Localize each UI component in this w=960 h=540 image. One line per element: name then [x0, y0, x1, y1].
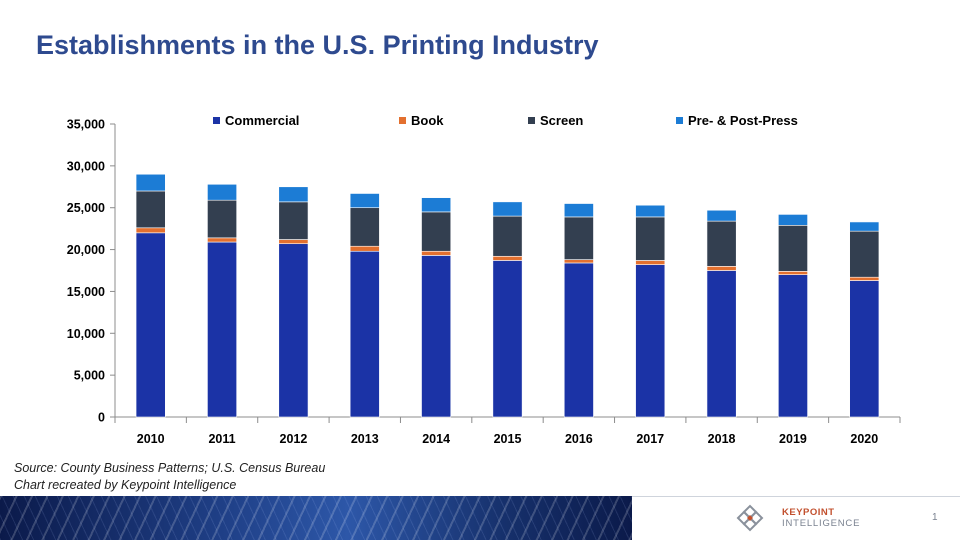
- y-axis: 0 5,000 10,000 15,000 20,000 25,000 30,000 35,0…: [67, 118, 116, 425]
- slide-title: Establishments in the U.S. Printing Indu…: [36, 30, 599, 60]
- bar-segment: [492, 260, 523, 418]
- bar-segment: [492, 201, 523, 217]
- bar-segment: [849, 280, 880, 418]
- bar-segment: [563, 259, 594, 264]
- x-tick-label: 2015: [494, 432, 522, 446]
- bar-segment: [135, 232, 166, 418]
- legend: Commercial Book Screen Pre- & Post-Press: [213, 113, 798, 128]
- bar-segment: [349, 207, 380, 247]
- logo-wordmark-top: KEYPOINT: [782, 507, 835, 518]
- y-tick-label: 5,000: [74, 369, 105, 383]
- bar-segment: [706, 266, 737, 271]
- bar-segment: [635, 264, 666, 418]
- bar-segment: [563, 262, 594, 418]
- bar-segment: [421, 250, 452, 256]
- bar-segment: [421, 255, 452, 418]
- x-tick-label: 2011: [208, 432, 235, 446]
- y-tick-label: 35,000: [67, 118, 105, 132]
- bar-segment: [778, 214, 808, 226]
- bar-segment: [135, 173, 166, 192]
- source-line: Source: County Business Patterns; U.S. C…: [14, 461, 326, 475]
- bar-segment: [563, 216, 594, 260]
- x-tick-label: 2010: [137, 432, 165, 446]
- bar-segment: [492, 255, 523, 261]
- x-tick-label: 2014: [422, 432, 450, 446]
- bar-segment: [349, 245, 380, 252]
- bar-segment: [349, 250, 380, 418]
- x-tick-label: 2019: [779, 432, 807, 446]
- bar-segment: [135, 190, 166, 229]
- source-note: Source: County Business Patterns; U.S. C…: [14, 460, 325, 494]
- bar-segment: [278, 239, 309, 245]
- bar-segment: [849, 221, 880, 232]
- bar-segment: [849, 276, 880, 281]
- legend-swatch: [676, 117, 683, 124]
- legend-swatch: [213, 117, 220, 124]
- logo-wordmark-bottom: INTELLIGENCE: [782, 518, 861, 529]
- x-tick-label: 2013: [351, 432, 379, 446]
- keypoint-logo-icon: [736, 504, 764, 532]
- bar-segment: [635, 204, 666, 218]
- legend-swatch: [399, 117, 406, 124]
- page-number: 1: [932, 512, 938, 523]
- legend-label: Book: [411, 113, 444, 128]
- legend-label: Screen: [540, 113, 583, 128]
- credit-line: Chart recreated by Keypoint Intelligence: [14, 478, 237, 492]
- legend-label: Commercial: [225, 113, 299, 128]
- footer-divider: [632, 496, 960, 497]
- bar-segment: [635, 216, 666, 261]
- bar-segment: [135, 227, 166, 234]
- y-tick-label: 15,000: [67, 285, 105, 299]
- x-axis: 2010 2011 2012 2013 2014 2015 2016 2017 2018 2019…: [114, 416, 901, 446]
- x-tick-label: 2016: [565, 432, 593, 446]
- bar-segment: [778, 271, 808, 275]
- bar-segment: [492, 215, 523, 257]
- legend-swatch: [528, 117, 535, 124]
- bar-segment: [706, 220, 737, 267]
- bar-segment: [278, 243, 309, 418]
- bar-segment: [278, 186, 309, 203]
- y-tick-label: 0: [98, 411, 105, 425]
- bar-segment: [778, 224, 808, 272]
- bar-segment: [207, 241, 237, 418]
- bar-segment: [278, 201, 309, 240]
- bar-segment: [563, 203, 594, 218]
- bar-segment: [349, 193, 380, 209]
- bar-segment: [849, 230, 880, 278]
- footer-banner-image: [0, 496, 632, 540]
- bar-segment: [207, 183, 237, 201]
- x-tick-label: 2020: [850, 432, 878, 446]
- bar-segment: [778, 274, 808, 418]
- bar-segment: [706, 209, 737, 222]
- bar-segment: [207, 237, 237, 243]
- y-tick-label: 25,000: [67, 201, 105, 215]
- x-tick-label: 2018: [708, 432, 736, 446]
- y-tick-label: 30,000: [67, 159, 105, 173]
- x-tick-label: 2012: [280, 432, 308, 446]
- bar-segment: [635, 260, 666, 265]
- bar-segment: [421, 197, 452, 213]
- legend-label: Pre- & Post-Press: [688, 113, 798, 128]
- bar-segment: [207, 199, 237, 239]
- x-tick-label: 2017: [636, 432, 664, 446]
- bar-segment: [421, 211, 452, 252]
- bar-segment: [706, 270, 737, 418]
- y-tick-label: 10,000: [67, 327, 105, 341]
- bars: [135, 173, 880, 418]
- y-tick-label: 20,000: [67, 243, 105, 257]
